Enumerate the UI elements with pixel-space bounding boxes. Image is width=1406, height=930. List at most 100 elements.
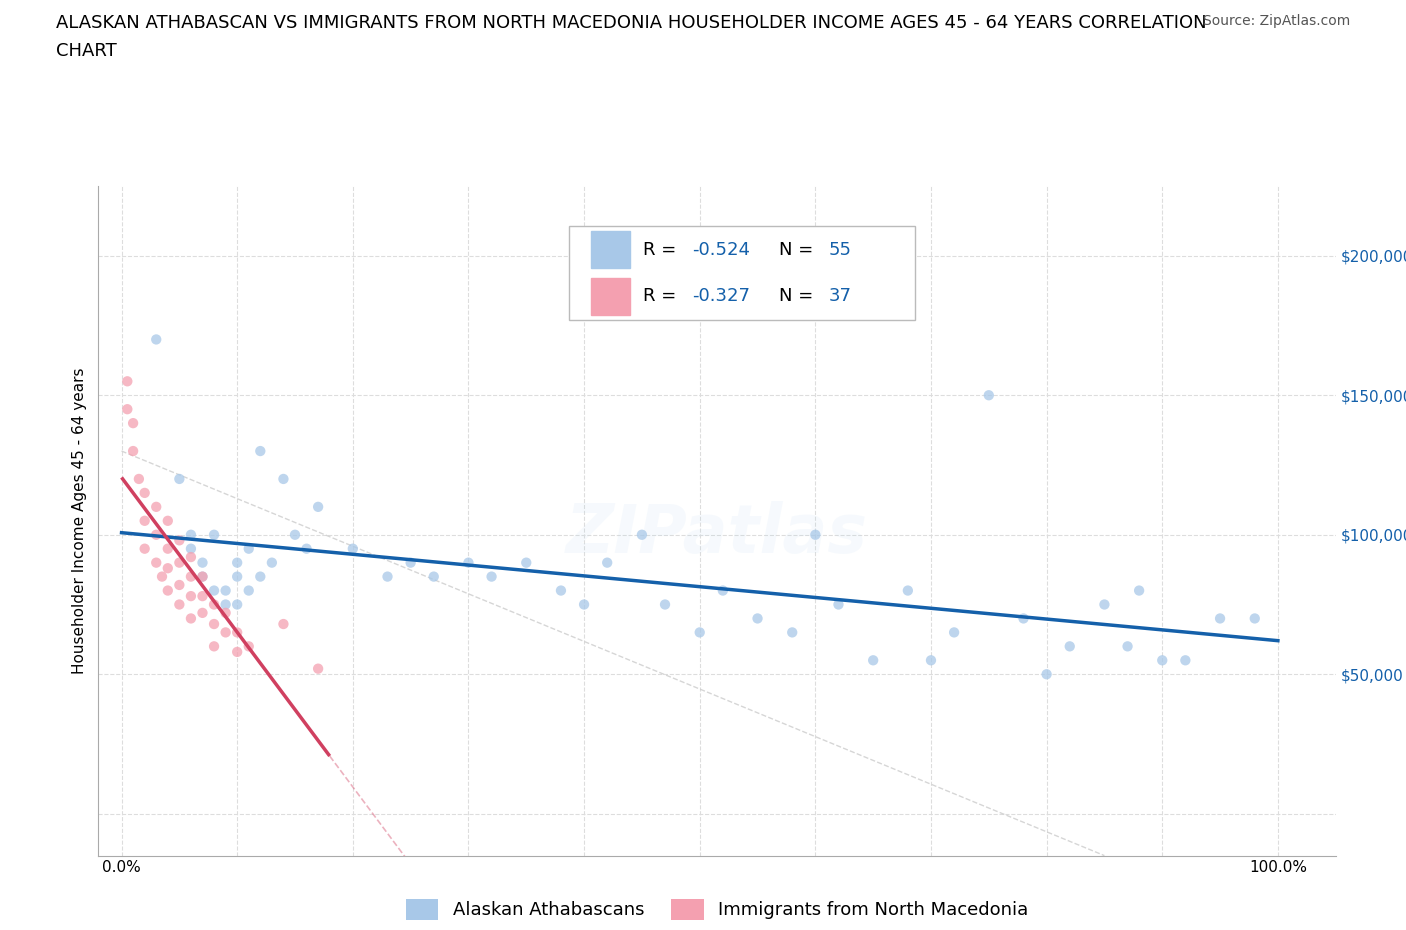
Text: 55: 55	[828, 241, 852, 259]
Point	[202, 583, 225, 598]
Point	[169, 533, 191, 548]
Point	[1035, 667, 1057, 682]
Point	[1174, 653, 1197, 668]
Point	[827, 597, 849, 612]
Point	[191, 605, 214, 620]
Point	[202, 527, 225, 542]
Text: CHART: CHART	[56, 42, 117, 60]
Point	[180, 589, 202, 604]
Point	[145, 527, 167, 542]
Point	[943, 625, 966, 640]
Point	[169, 472, 191, 486]
Point	[145, 555, 167, 570]
Point	[202, 617, 225, 631]
Y-axis label: Householder Income Ages 45 - 64 years: Householder Income Ages 45 - 64 years	[72, 367, 87, 674]
Text: N =: N =	[779, 287, 818, 305]
Point	[214, 597, 236, 612]
Point	[273, 617, 295, 631]
Point	[169, 597, 191, 612]
Point	[156, 561, 179, 576]
Point	[117, 374, 139, 389]
Point	[134, 485, 156, 500]
Text: R =: R =	[643, 287, 682, 305]
Point	[1209, 611, 1232, 626]
Point	[249, 444, 271, 458]
Point	[226, 555, 249, 570]
Point	[977, 388, 1000, 403]
Point	[238, 639, 260, 654]
Point	[122, 416, 145, 431]
Text: R =: R =	[643, 241, 682, 259]
Point	[631, 527, 654, 542]
Point	[273, 472, 295, 486]
Point	[145, 332, 167, 347]
Point	[284, 527, 307, 542]
Point	[596, 555, 619, 570]
Point	[134, 541, 156, 556]
Text: -0.524: -0.524	[692, 241, 751, 259]
Point	[202, 639, 225, 654]
Point	[457, 555, 479, 570]
Point	[169, 578, 191, 592]
Point	[169, 555, 191, 570]
Point	[897, 583, 920, 598]
Point	[1094, 597, 1116, 612]
Point	[481, 569, 503, 584]
Legend: Alaskan Athabascans, Immigrants from North Macedonia: Alaskan Athabascans, Immigrants from Nor…	[398, 892, 1036, 927]
Text: ZIPatlas: ZIPatlas	[567, 501, 868, 567]
Point	[747, 611, 769, 626]
Text: 37: 37	[828, 287, 852, 305]
Point	[226, 644, 249, 659]
Point	[156, 583, 179, 598]
Point	[191, 569, 214, 584]
Point	[780, 625, 803, 640]
Point	[711, 583, 734, 598]
Point	[214, 583, 236, 598]
Point	[1116, 639, 1139, 654]
Point	[654, 597, 676, 612]
Point	[1152, 653, 1174, 668]
Point	[180, 611, 202, 626]
Text: -0.327: -0.327	[692, 287, 751, 305]
Point	[202, 597, 225, 612]
Point	[423, 569, 446, 584]
Point	[191, 589, 214, 604]
Point	[399, 555, 422, 570]
Point	[128, 472, 150, 486]
Point	[145, 499, 167, 514]
Point	[238, 541, 260, 556]
Point	[515, 555, 537, 570]
Text: N =: N =	[779, 241, 818, 259]
Point	[226, 625, 249, 640]
Point	[226, 597, 249, 612]
Point	[1243, 611, 1265, 626]
Point	[342, 541, 364, 556]
Point	[238, 583, 260, 598]
Point	[689, 625, 711, 640]
Point	[862, 653, 884, 668]
Point	[117, 402, 139, 417]
Point	[1059, 639, 1081, 654]
Point	[150, 569, 173, 584]
Point	[550, 583, 572, 598]
Point	[226, 569, 249, 584]
Point	[180, 550, 202, 565]
Point	[191, 555, 214, 570]
Point	[295, 541, 318, 556]
Text: Source: ZipAtlas.com: Source: ZipAtlas.com	[1202, 14, 1350, 28]
Point	[156, 513, 179, 528]
Point	[191, 569, 214, 584]
Point	[214, 625, 236, 640]
Point	[134, 513, 156, 528]
Point	[307, 499, 329, 514]
Point	[572, 597, 595, 612]
Point	[180, 569, 202, 584]
Point	[307, 661, 329, 676]
Point	[122, 444, 145, 458]
Text: ALASKAN ATHABASCAN VS IMMIGRANTS FROM NORTH MACEDONIA HOUSEHOLDER INCOME AGES 45: ALASKAN ATHABASCAN VS IMMIGRANTS FROM NO…	[56, 14, 1206, 32]
Point	[260, 555, 283, 570]
Point	[1012, 611, 1035, 626]
Point	[180, 541, 202, 556]
Bar	[591, 232, 630, 268]
Point	[249, 569, 271, 584]
